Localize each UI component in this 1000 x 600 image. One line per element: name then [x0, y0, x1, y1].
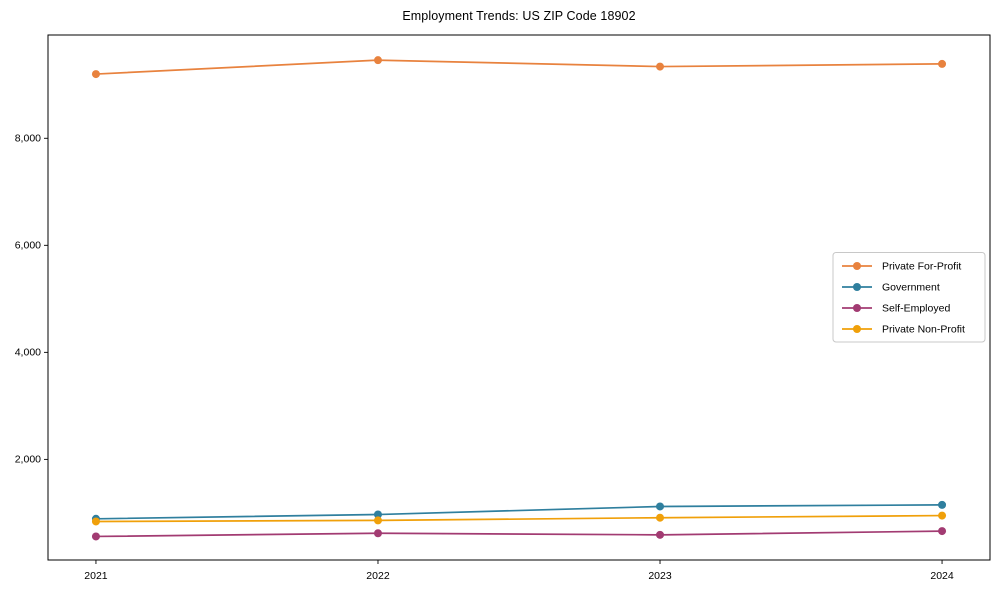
- data-point-self-employed: [91, 532, 100, 541]
- legend-marker-private-for-profit: [853, 262, 861, 270]
- data-point-private-for-profit: [938, 59, 947, 68]
- data-point-private-non-profit: [91, 517, 100, 526]
- legend-marker-self-employed: [853, 304, 861, 312]
- data-point-private-for-profit: [656, 62, 665, 71]
- data-point-self-employed: [656, 530, 665, 539]
- data-point-private-for-profit: [91, 70, 100, 79]
- plot-frame: [47, 34, 991, 561]
- data-point-private-non-profit: [373, 516, 382, 525]
- x-axis-tick-label: 2021: [84, 570, 108, 582]
- x-axis-tick-label: 2022: [366, 570, 390, 582]
- data-point-self-employed: [373, 529, 382, 538]
- data-point-private-non-profit: [938, 511, 947, 520]
- data-point-private-non-profit: [656, 513, 665, 522]
- legend-label-self-employed: Self-Employed: [882, 302, 950, 314]
- legend-label-private-non-profit: Private Non-Profit: [882, 323, 965, 335]
- x-axis-tick-label: 2023: [648, 570, 672, 582]
- data-point-government: [938, 500, 947, 509]
- legend-marker-government: [853, 283, 861, 291]
- legend-label-government: Government: [882, 281, 940, 293]
- y-axis-tick-label: 4,000: [15, 347, 41, 359]
- x-axis-tick-label: 2024: [930, 570, 954, 582]
- data-point-government: [656, 502, 665, 511]
- series-line-private-non-profit: [95, 514, 943, 523]
- y-axis-tick-label: 8,000: [15, 133, 41, 145]
- legend-label-private-for-profit: Private For-Profit: [882, 260, 961, 272]
- data-point-self-employed: [938, 527, 947, 536]
- series-line-private-for-profit: [95, 59, 943, 75]
- y-axis-tick-label: 6,000: [15, 240, 41, 252]
- y-axis-tick-label: 2,000: [15, 454, 41, 466]
- data-point-private-for-profit: [373, 56, 382, 65]
- series-line-government: [95, 504, 943, 520]
- legend-box: [832, 252, 986, 343]
- series-line-self-employed: [95, 530, 943, 538]
- chart-title: Employment Trends: US ZIP Code 18902: [402, 9, 636, 23]
- legend-marker-private-non-profit: [853, 325, 861, 333]
- data-point-government: [373, 510, 382, 519]
